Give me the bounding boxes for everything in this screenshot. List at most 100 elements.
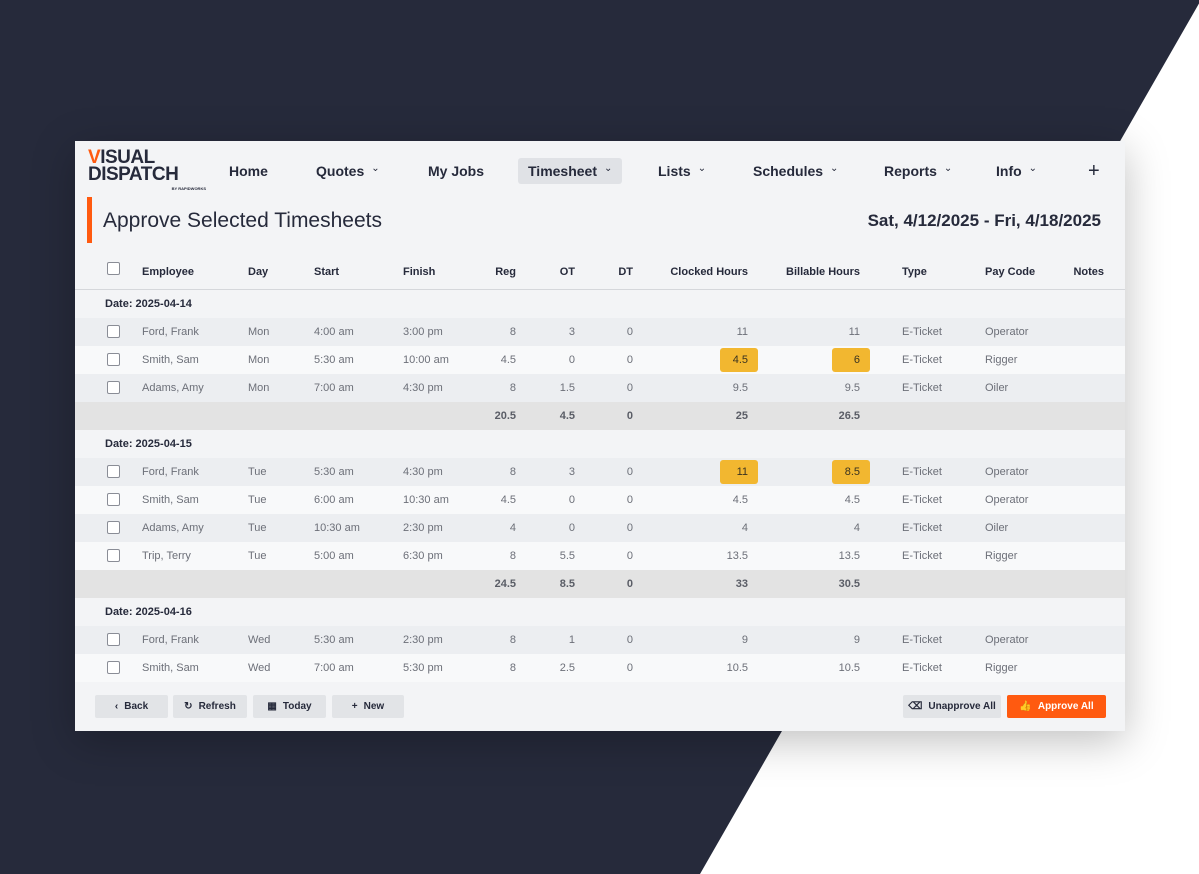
nav-timesheet[interactable]: Timesheet ⌄ xyxy=(518,158,623,184)
clocked-hours-cell: 11 xyxy=(736,326,748,338)
approve-all-button[interactable]: 👍 Approve All xyxy=(1007,695,1106,718)
table-row[interactable]: Adams, Amy Mon 7:00 am 4:30 pm 8 1.5 0 9.5 9.5 E-… xyxy=(75,374,1125,402)
column-header-type[interactable]: Type xyxy=(902,266,927,278)
nav-schedules[interactable]: Schedules ⌄ xyxy=(743,158,848,184)
subtotal-cell: 20.5 xyxy=(494,410,516,422)
logo[interactable]: VISUAL DISPATCH BY RAPIDWORKS xyxy=(88,147,206,191)
row-checkbox[interactable] xyxy=(107,465,120,478)
column-header-start[interactable]: Start xyxy=(314,266,340,278)
row-checkbox[interactable] xyxy=(107,549,120,562)
row-checkbox[interactable] xyxy=(107,325,120,338)
subtotal-cell: 0 xyxy=(626,410,633,422)
finish-cell: 4:30 pm xyxy=(403,466,443,478)
footer-toolbar: ‹ Back ↻ Refresh ▦ Today + New ⌫ Unapprove Al… xyxy=(75,682,1125,731)
start-cell: 5:30 am xyxy=(314,466,354,478)
back-button[interactable]: ‹ Back xyxy=(95,695,168,718)
row-checkbox[interactable] xyxy=(107,493,120,506)
day-cell: Mon xyxy=(248,326,270,338)
row-checkbox[interactable] xyxy=(107,353,120,366)
column-header-finish[interactable]: Finish xyxy=(403,266,436,278)
reg-cell: 4 xyxy=(509,522,516,534)
start-cell: 10:30 am xyxy=(314,522,360,534)
day-cell: Tue xyxy=(248,550,267,562)
group-date: Date: 2025-04-15 xyxy=(105,438,192,450)
table-row[interactable]: Ford, Frank Wed 5:30 am 2:30 pm 8 1 0 9 9 E-Ticke… xyxy=(75,626,1125,654)
dt-cell: 0 xyxy=(626,382,633,394)
type-cell: E-Ticket xyxy=(902,662,942,674)
row-checkbox[interactable] xyxy=(107,633,120,646)
finish-cell: 5:30 pm xyxy=(403,662,443,674)
table-row[interactable]: Smith, Sam Wed 7:00 am 5:30 pm 8 2.5 0 10.5 10.5… xyxy=(75,654,1125,682)
select-all-checkbox[interactable] xyxy=(107,262,120,275)
table-row[interactable]: Ford, Frank Tue 5:30 am 4:30 pm 8 3 0 11 8.5 E-Ti… xyxy=(75,458,1125,486)
date-group-header: Date: 2025-04-15 xyxy=(75,430,1125,458)
today-button[interactable]: ▦ Today xyxy=(253,695,326,718)
day-cell: Tue xyxy=(248,494,267,506)
column-header-reg[interactable]: Reg xyxy=(495,266,516,278)
pay-code-cell: Rigger xyxy=(985,662,1018,674)
nav-reports[interactable]: Reports ⌄ xyxy=(874,158,962,184)
column-header-dt[interactable]: DT xyxy=(618,266,633,278)
column-header-day[interactable]: Day xyxy=(248,266,269,278)
unapprove-all-button[interactable]: ⌫ Unapprove All xyxy=(903,695,1001,718)
billable-hours-cell: 11 xyxy=(848,326,860,338)
pay-code-cell: Oiler xyxy=(985,382,1009,394)
nav-quotes[interactable]: Quotes ⌄ xyxy=(306,158,390,184)
clocked-hours-cell: 9.5 xyxy=(732,382,748,394)
subtotal-row: 24.5 8.5 0 33 30.5 xyxy=(75,570,1125,598)
row-checkbox[interactable] xyxy=(107,661,120,674)
subtotal-cell: 26.5 xyxy=(838,410,860,422)
ot-cell: 3 xyxy=(568,326,575,338)
type-cell: E-Ticket xyxy=(902,522,942,534)
day-cell: Mon xyxy=(248,382,270,394)
column-header-billable-hours[interactable]: Billable Hours xyxy=(786,266,860,278)
nav-label: Lists xyxy=(658,163,691,179)
column-header-ot[interactable]: OT xyxy=(559,266,575,278)
ot-cell: 0 xyxy=(568,522,575,534)
nav-home[interactable]: Home xyxy=(219,158,278,184)
column-header-notes[interactable]: Notes xyxy=(1073,266,1104,278)
column-header-clocked-hours[interactable]: Clocked Hours xyxy=(670,266,748,278)
column-header-pay-code[interactable]: Pay Code xyxy=(985,266,1036,278)
nav-info[interactable]: Info ⌄ xyxy=(986,158,1047,184)
start-cell: 5:30 am xyxy=(314,634,354,646)
billable-hours-cell: 9 xyxy=(853,634,860,646)
pay-code-cell: Rigger xyxy=(985,354,1018,366)
subtotal-cell: 0 xyxy=(626,578,633,590)
table-row[interactable]: Smith, Sam Tue 6:00 am 10:30 am 4.5 0 0 4.5 4.5 E… xyxy=(75,486,1125,514)
row-checkbox[interactable] xyxy=(107,381,120,394)
column-header-employee[interactable]: Employee xyxy=(142,266,194,278)
clocked-hours-cell: 13.5 xyxy=(726,550,748,562)
ot-cell: 3 xyxy=(568,466,575,478)
type-cell: E-Ticket xyxy=(902,382,942,394)
dt-cell: 0 xyxy=(626,634,633,646)
row-checkbox[interactable] xyxy=(107,521,120,534)
page-title: Approve Selected Timesheets xyxy=(103,209,382,232)
billable-hours-cell: 13.5 xyxy=(838,550,860,562)
pay-code-cell: Operator xyxy=(985,634,1029,646)
table-row[interactable]: Ford, Frank Mon 4:00 am 3:00 pm 8 3 0 11 11 E-Tic… xyxy=(75,318,1125,346)
ot-cell: 1.5 xyxy=(559,382,575,394)
billable-hours-cell: 6 xyxy=(853,354,860,366)
table-row[interactable]: Smith, Sam Mon 5:30 am 10:00 am 4.5 0 0 4.5 6 E-T… xyxy=(75,346,1125,374)
billable-hours-cell: 4 xyxy=(853,522,860,534)
chevron-down-icon: ⌄ xyxy=(943,162,953,174)
type-cell: E-Ticket xyxy=(902,550,942,562)
table-row[interactable]: Adams, Amy Tue 10:30 am 2:30 pm 4 0 0 4 4 E-Ticke… xyxy=(75,514,1125,542)
nav-my-jobs[interactable]: My Jobs xyxy=(418,158,494,184)
new-button[interactable]: + New xyxy=(332,695,404,718)
highlight-marker xyxy=(720,348,758,372)
nav-lists[interactable]: Lists ⌄ xyxy=(648,158,716,184)
add-button[interactable]: + xyxy=(1088,159,1100,182)
subtotal-cell: 30.5 xyxy=(838,578,860,590)
table-row[interactable]: Trip, Terry Tue 5:00 am 6:30 pm 8 5.5 0 13.5 13.… xyxy=(75,542,1125,570)
refresh-button[interactable]: ↻ Refresh xyxy=(173,695,247,718)
start-cell: 5:30 am xyxy=(314,354,354,366)
reg-cell: 8 xyxy=(509,634,516,646)
chevron-left-icon: ‹ xyxy=(114,701,119,712)
dt-cell: 0 xyxy=(626,550,633,562)
subtotal-cell: 24.5 xyxy=(494,578,516,590)
clocked-hours-cell: 4.5 xyxy=(732,494,748,506)
clocked-hours-cell: 11 xyxy=(736,466,748,478)
subtotal-cell: 8.5 xyxy=(559,578,575,590)
